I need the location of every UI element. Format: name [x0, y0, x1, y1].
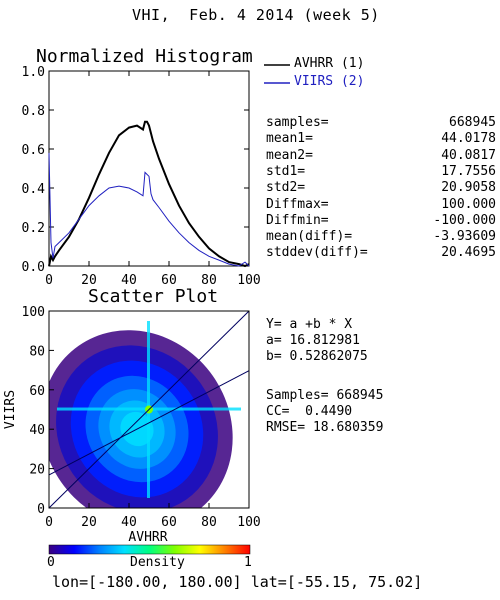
histogram-title: Normalized Histogram [36, 46, 253, 67]
scatter-identity-line [49, 311, 249, 508]
stat-label: mean(diff)= [266, 229, 353, 245]
lon-range: [-180.00, 180.00] [88, 573, 242, 591]
histogram-x-tick-label: 40 [121, 273, 137, 288]
histogram-y-tick-label: 0.2 [22, 221, 45, 236]
scatter-y-tick-label: 60 [29, 384, 45, 399]
regression-equation: Y= a +b * X [266, 317, 353, 332]
stat-value: -3.93609 [433, 229, 496, 245]
stat-value: 40.0817 [441, 147, 496, 163]
colorbar [48, 544, 251, 555]
viirs-series-line [48, 152, 250, 267]
stat-label: std1= [266, 163, 306, 179]
stat-value: 20.4695 [441, 245, 496, 261]
scatter-x-axis-label: AVHRR [128, 530, 167, 545]
stat-label: mean1= [266, 131, 313, 147]
scatter-x-tick-label: 0 [45, 515, 53, 530]
histogram-x-tick-label: 80 [201, 273, 217, 288]
scatter-x-tick-label: 60 [161, 515, 177, 530]
scatter-y-tick-label: 20 [29, 463, 45, 478]
stat-value: 668945 [449, 115, 496, 130]
stat-value: 44.0178 [441, 131, 496, 147]
regression-samples: Samples= 668945 [266, 388, 384, 403]
scatter-y-tick-label: 0 [37, 502, 45, 517]
histogram-y-tick-label: 0.0 [22, 260, 45, 275]
stat-value: 17.7556 [441, 163, 496, 179]
lon-label: lon= [52, 573, 89, 591]
histogram-frame [48, 70, 250, 267]
scatter-y-tick-label: 40 [29, 423, 45, 438]
scatter-title: Scatter Plot [88, 286, 219, 307]
scatter-x-tick-label: 40 [121, 515, 137, 530]
regression-a: a= 16.812981 [266, 333, 360, 348]
scatter-density-group [49, 311, 249, 508]
colorbar-min-label: 0 [47, 555, 55, 570]
scatter-x-tick-label: 80 [201, 515, 217, 530]
scatter-x-tick-label: 100 [237, 515, 260, 530]
stat-label: samples= [266, 115, 329, 130]
stat-label: Diffmax= [266, 196, 329, 212]
colorbar-label: Density [130, 555, 185, 570]
scatter-y-tick-label: 80 [29, 344, 45, 359]
stat-value: 100.000 [441, 196, 496, 212]
stat-label: std2= [266, 180, 306, 196]
stat-value: 20.9058 [441, 180, 496, 196]
histogram-x-tick-label: 20 [81, 273, 97, 288]
histogram-x-tick-label: 0 [45, 273, 53, 288]
histogram-x-tick-label: 100 [237, 273, 260, 288]
scatter-x-tick-label: 20 [81, 515, 97, 530]
colorbar-max-label: 1 [244, 555, 252, 570]
histogram-x-tick-label: 60 [161, 273, 177, 288]
lat-range: [-55.15, 75.02] [286, 573, 423, 591]
regression-b: b= 0.52862075 [266, 349, 368, 364]
stat-label: stddev(diff)= [266, 245, 368, 261]
scatter-regression-line [49, 370, 249, 476]
scatter-y-axis-label: VIIRS [3, 390, 18, 429]
regression-rmse: RMSE= 18.680359 [266, 420, 384, 435]
scatter-frame [48, 310, 250, 509]
regression-cc: CC= 0.4490 [266, 404, 353, 419]
stat-label: mean2= [266, 147, 313, 163]
avhrr-series-line [48, 120, 250, 268]
lat-label: lat= [250, 573, 287, 591]
footer-coords: lon=[-180.00, 180.00] lat=[-55.15, 75.02… [52, 573, 422, 591]
legend-avhrr-label: AVHRR (1) [294, 56, 365, 71]
histogram-y-tick-label: 0.4 [22, 182, 46, 197]
histogram-y-tick-label: 0.8 [22, 104, 45, 119]
histogram-y-tick-label: 0.6 [22, 143, 45, 158]
stat-label: Diffmin= [266, 212, 329, 228]
page-title: VHI, Feb. 4 2014 (week 5) [132, 6, 380, 24]
scatter-y-tick-label: 100 [22, 305, 45, 320]
histogram-y-tick-label: 1.0 [22, 65, 45, 80]
legend-viirs-label: VIIRS (2) [294, 74, 365, 89]
stat-value: -100.000 [433, 212, 496, 228]
